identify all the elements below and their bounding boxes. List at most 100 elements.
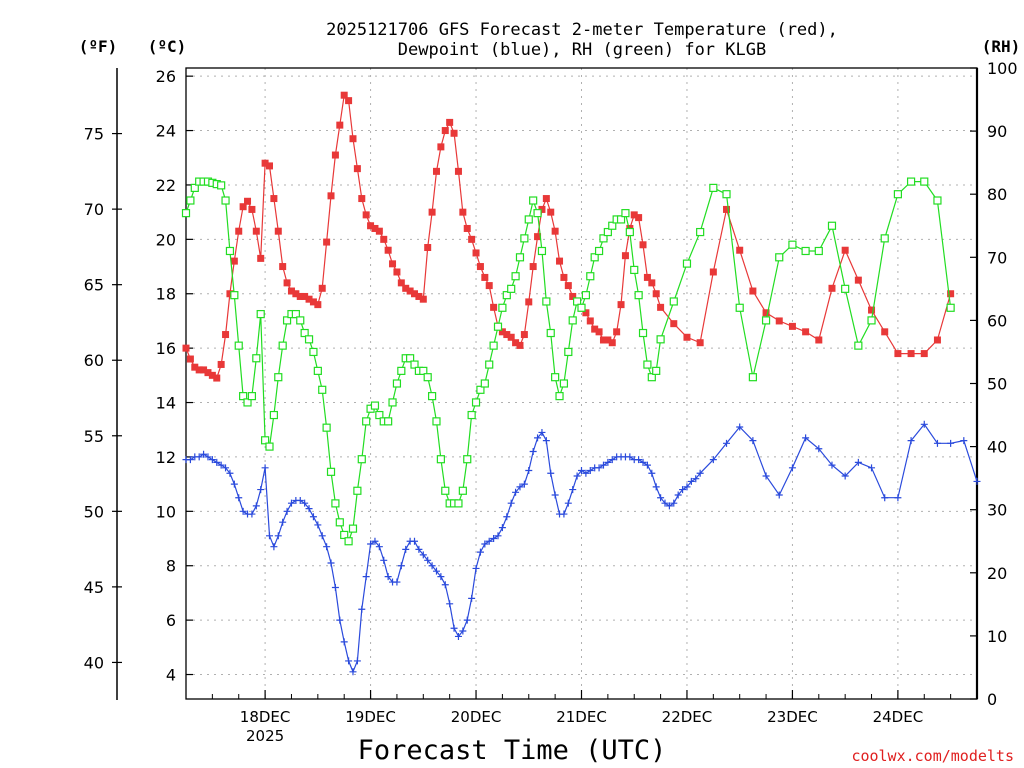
- series-dewpoint: [182, 420, 981, 676]
- celsius-tick-label: 12: [156, 448, 176, 467]
- temperature-point: [419, 295, 427, 303]
- dewpoint-point: [358, 605, 366, 613]
- dewpoint-point: [696, 469, 704, 477]
- temperature-point: [485, 282, 493, 290]
- rh-point: [375, 410, 384, 420]
- dewpoint-point: [226, 469, 234, 477]
- rh-point: [880, 234, 889, 243]
- rh-tick-label: 30: [987, 501, 1007, 520]
- rh-point: [309, 347, 318, 357]
- rh-point: [643, 360, 652, 369]
- rh-point: [256, 309, 265, 319]
- temperature-point: [248, 205, 256, 213]
- dewpoint-point: [652, 483, 660, 491]
- rh-point: [682, 259, 692, 268]
- celsius-tick-label: 16: [156, 339, 176, 358]
- temperature-point: [547, 208, 555, 216]
- rh-point: [274, 373, 283, 382]
- temperature-point: [630, 211, 638, 219]
- rh-point: [230, 291, 239, 300]
- dewpoint-point: [960, 437, 968, 445]
- rh-point: [300, 328, 309, 338]
- dewpoint-point: [661, 499, 669, 507]
- temperature-point: [582, 309, 590, 317]
- temperature-point: [599, 336, 607, 344]
- dewpoint-point: [257, 486, 265, 494]
- temperature-point: [762, 309, 770, 317]
- celsius-tick-label: 18: [156, 285, 176, 304]
- dewpoint-point: [384, 573, 392, 581]
- temperature-point: [349, 135, 357, 143]
- dewpoint-point: [476, 548, 484, 556]
- temperature-point: [323, 238, 331, 246]
- rh-point: [568, 316, 577, 325]
- rh-point: [590, 253, 599, 262]
- dewpoint-point: [503, 513, 511, 521]
- dewpoint-point: [573, 472, 581, 480]
- rh-point: [621, 209, 630, 218]
- temperature-point: [591, 325, 599, 333]
- temperature-point: [828, 284, 836, 292]
- dewpoint-point: [472, 564, 480, 572]
- dewpoint-point: [894, 494, 902, 502]
- dewpoint-point: [301, 499, 309, 507]
- dewpoint-point: [353, 657, 361, 665]
- dewpoint-point: [578, 467, 585, 475]
- temperature-point: [621, 252, 629, 260]
- rh-point: [537, 246, 547, 256]
- temperature-point: [542, 195, 550, 203]
- rh-point: [217, 181, 226, 190]
- dewpoint-point: [340, 638, 348, 646]
- rh-tick-label: 50: [987, 375, 1007, 394]
- x-tick-year-label: 2025: [246, 727, 284, 745]
- dewpoint-point: [345, 657, 353, 665]
- rh-point: [221, 196, 230, 205]
- rh-point: [471, 398, 481, 407]
- temperature-point: [301, 292, 309, 300]
- temperature-point: [696, 339, 704, 347]
- dewpoint-point: [802, 434, 810, 442]
- temperature-point: [318, 284, 326, 292]
- rh-point: [581, 291, 590, 300]
- rh-point: [573, 297, 582, 306]
- temperature-point: [309, 298, 317, 306]
- dewpoint-point: [318, 532, 326, 540]
- dewpoint-point: [512, 488, 520, 496]
- rh-tick-label: 70: [987, 248, 1007, 267]
- temperature-point: [274, 227, 282, 235]
- temperature-point: [380, 235, 388, 243]
- dewpoint-point: [529, 447, 537, 455]
- rh-point: [603, 227, 612, 237]
- series-rh: [181, 177, 955, 546]
- source-credit: coolwx.com/modelts: [851, 747, 1014, 765]
- rh-point: [515, 253, 525, 262]
- temperature-point: [815, 336, 823, 344]
- x-tick-label: 20DEC: [451, 708, 502, 726]
- temperature-point: [345, 97, 353, 105]
- dewpoint-point: [762, 472, 770, 480]
- x-tick-label: 23DEC: [767, 708, 818, 726]
- temperature-point: [393, 268, 401, 276]
- x-tick-label: 22DEC: [662, 708, 713, 726]
- temperature-point: [683, 333, 691, 341]
- dewpoint-point: [252, 502, 260, 510]
- dewpoint-point: [854, 458, 862, 466]
- rh-point: [252, 354, 261, 363]
- dewpoint-point: [305, 505, 313, 513]
- series-2-meter-temperature: [182, 91, 955, 382]
- dewpoint-point: [560, 510, 568, 518]
- celsius-tick-label: 4: [166, 666, 176, 685]
- dewpoint-point: [349, 668, 357, 676]
- rh-point: [520, 234, 529, 243]
- temperature-point: [375, 227, 383, 235]
- rh-point: [392, 379, 402, 388]
- dewpoint-point: [314, 521, 322, 529]
- temperature-point: [788, 322, 796, 330]
- dewpoint-point: [907, 437, 915, 445]
- rh-point: [476, 385, 485, 394]
- dewpoint-point: [213, 458, 221, 466]
- fahrenheit-unit-label: (ºF): [79, 37, 118, 56]
- dewpoint-point: [665, 502, 673, 510]
- rh-point: [893, 190, 903, 199]
- rh-point: [432, 417, 441, 426]
